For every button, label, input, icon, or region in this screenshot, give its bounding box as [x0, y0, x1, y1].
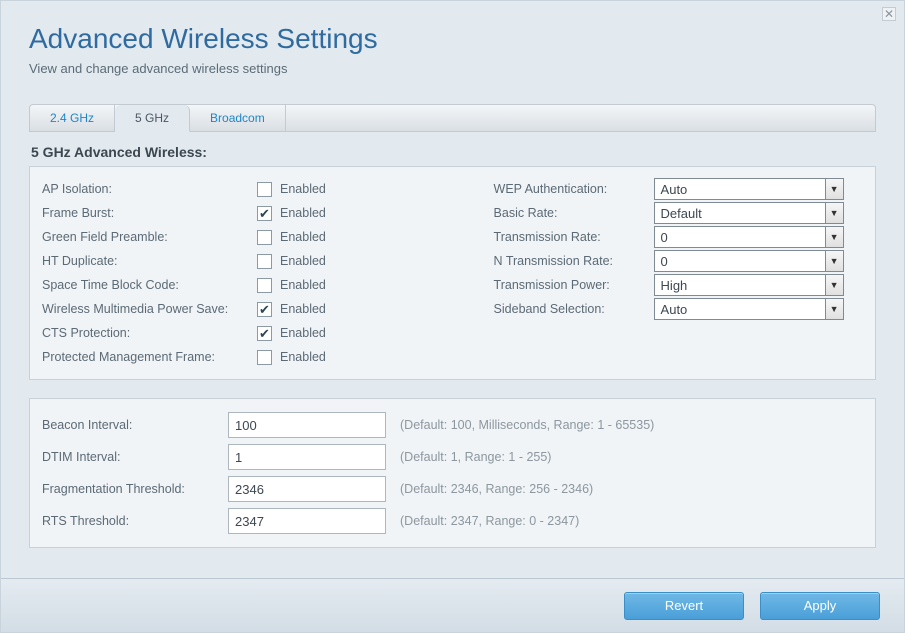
- numeric-input[interactable]: [228, 412, 386, 438]
- setting-label: Frame Burst:: [42, 206, 257, 220]
- dropdown[interactable]: 0▼: [654, 250, 844, 272]
- chevron-down-icon: ▼: [825, 227, 843, 247]
- setting-row: Space Time Block Code: Enabled: [42, 273, 494, 297]
- setting-row: Sideband Selection: Auto ▼: [494, 297, 863, 321]
- checkbox[interactable]: ✔: [257, 302, 272, 317]
- numeric-row: RTS Threshold: (Default: 2347, Range: 0 -…: [42, 505, 863, 537]
- setting-row: CTS Protection:✔ Enabled: [42, 321, 494, 345]
- numeric-input[interactable]: [228, 476, 386, 502]
- dropdown-value: Auto: [661, 302, 688, 317]
- page-title: Advanced Wireless Settings: [29, 23, 876, 55]
- numeric-hint: (Default: 2346, Range: 256 - 2346): [400, 482, 593, 496]
- chevron-down-icon: ▼: [825, 179, 843, 199]
- checkbox[interactable]: ✔: [257, 206, 272, 221]
- numeric-label: RTS Threshold:: [42, 514, 228, 528]
- numeric-label: DTIM Interval:: [42, 450, 228, 464]
- section-title: 5 GHz Advanced Wireless:: [31, 144, 876, 160]
- numeric-hint: (Default: 1, Range: 1 - 255): [400, 450, 551, 464]
- tab-2-4-ghz[interactable]: 2.4 GHz: [30, 105, 115, 131]
- dropdown-value: 0: [661, 254, 668, 269]
- setting-row: Protected Management Frame: Enabled: [42, 345, 494, 369]
- checkbox[interactable]: [257, 230, 272, 245]
- setting-label: HT Duplicate:: [42, 254, 257, 268]
- setting-label: Sideband Selection:: [494, 302, 654, 316]
- dropdown-value: 0: [661, 230, 668, 245]
- apply-button[interactable]: Apply: [760, 592, 880, 620]
- setting-label: Transmission Rate:: [494, 230, 654, 244]
- setting-row: Frame Burst:✔ Enabled: [42, 201, 494, 225]
- checkbox-panel: AP Isolation:EnabledFrame Burst:✔Enabled…: [29, 166, 876, 380]
- dropdown-value: Auto: [661, 182, 688, 197]
- dropdown[interactable]: Auto ▼: [654, 178, 844, 200]
- numeric-row: Beacon Interval: (Default: 100, Milliseco…: [42, 409, 863, 441]
- chevron-down-icon: ▼: [825, 275, 843, 295]
- setting-label: WEP Authentication:: [494, 182, 654, 196]
- setting-label: AP Isolation:: [42, 182, 257, 196]
- dropdown-value: High: [661, 278, 688, 293]
- tab-broadcom[interactable]: Broadcom: [190, 105, 286, 131]
- dropdown[interactable]: High ▼: [654, 274, 844, 296]
- checkbox[interactable]: [257, 278, 272, 293]
- setting-row: AP Isolation: Enabled: [42, 177, 494, 201]
- dropdown-value: Default: [661, 206, 702, 221]
- checkbox[interactable]: ✔: [257, 326, 272, 341]
- setting-label: Protected Management Frame:: [42, 350, 257, 364]
- numeric-input[interactable]: [228, 508, 386, 534]
- close-icon[interactable]: ✕: [882, 7, 896, 21]
- setting-row: Transmission Power: High ▼: [494, 273, 863, 297]
- checkbox-caption: Enabled: [280, 278, 326, 292]
- checkbox[interactable]: [257, 350, 272, 365]
- numeric-label: Fragmentation Threshold:: [42, 482, 228, 496]
- setting-label: Green Field Preamble:: [42, 230, 257, 244]
- left-column: AP Isolation:EnabledFrame Burst:✔Enabled…: [42, 177, 494, 369]
- tab-5-ghz[interactable]: 5 GHz: [115, 105, 190, 132]
- revert-button[interactable]: Revert: [624, 592, 744, 620]
- setting-row: HT Duplicate: Enabled: [42, 249, 494, 273]
- checkbox-caption: Enabled: [280, 254, 326, 268]
- checkbox-caption: Enabled: [280, 302, 326, 316]
- numeric-row: DTIM Interval: (Default: 1, Range: 1 - 25…: [42, 441, 863, 473]
- checkbox-caption: Enabled: [280, 326, 326, 340]
- dropdown[interactable]: Default ▼: [654, 202, 844, 224]
- checkbox-caption: Enabled: [280, 350, 326, 364]
- setting-row: Wireless Multimedia Power Save:✔ Enabled: [42, 297, 494, 321]
- setting-row: Transmission Rate:0▼: [494, 225, 863, 249]
- setting-label: Wireless Multimedia Power Save:: [42, 302, 257, 316]
- setting-row: Green Field Preamble: Enabled: [42, 225, 494, 249]
- footer: Revert Apply: [1, 578, 904, 632]
- setting-row: Basic Rate: Default ▼: [494, 201, 863, 225]
- numeric-panel: Beacon Interval: (Default: 100, Milliseco…: [29, 398, 876, 548]
- numeric-input[interactable]: [228, 444, 386, 470]
- right-column: WEP Authentication:Auto▼Basic Rate:Defau…: [494, 177, 863, 369]
- header: Advanced Wireless Settings View and chan…: [1, 1, 904, 86]
- numeric-label: Beacon Interval:: [42, 418, 228, 432]
- setting-label: CTS Protection:: [42, 326, 257, 340]
- numeric-hint: (Default: 2347, Range: 0 - 2347): [400, 514, 579, 528]
- content: 2.4 GHz5 GHzBroadcom 5 GHz Advanced Wire…: [1, 104, 904, 548]
- dropdown[interactable]: 0▼: [654, 226, 844, 248]
- checkbox-caption: Enabled: [280, 230, 326, 244]
- checkbox[interactable]: [257, 182, 272, 197]
- numeric-hint: (Default: 100, Milliseconds, Range: 1 - …: [400, 418, 654, 432]
- chevron-down-icon: ▼: [825, 251, 843, 271]
- chevron-down-icon: ▼: [825, 299, 843, 319]
- page-subtitle: View and change advanced wireless settin…: [29, 61, 876, 76]
- setting-label: Basic Rate:: [494, 206, 654, 220]
- dropdown[interactable]: Auto ▼: [654, 298, 844, 320]
- checkbox-caption: Enabled: [280, 182, 326, 196]
- setting-row: WEP Authentication: Auto ▼: [494, 177, 863, 201]
- tabbar: 2.4 GHz5 GHzBroadcom: [29, 104, 876, 132]
- checkbox-caption: Enabled: [280, 206, 326, 220]
- chevron-down-icon: ▼: [825, 203, 843, 223]
- setting-label: N Transmission Rate:: [494, 254, 654, 268]
- numeric-row: Fragmentation Threshold: (Default: 2346, …: [42, 473, 863, 505]
- checkbox[interactable]: [257, 254, 272, 269]
- settings-window: ✕ Advanced Wireless Settings View and ch…: [0, 0, 905, 633]
- setting-label: Space Time Block Code:: [42, 278, 257, 292]
- setting-label: Transmission Power:: [494, 278, 654, 292]
- setting-row: N Transmission Rate:0▼: [494, 249, 863, 273]
